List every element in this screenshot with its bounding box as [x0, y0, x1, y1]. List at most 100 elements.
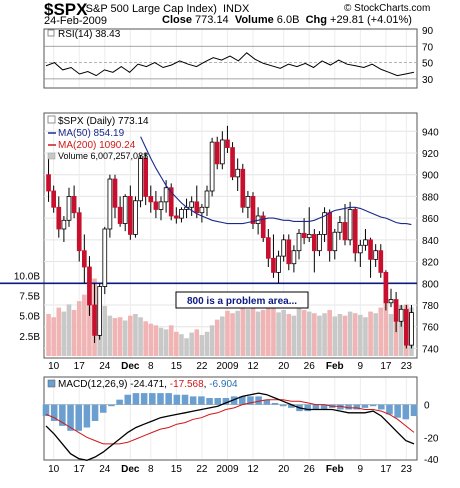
- volume-bar: [250, 305, 256, 356]
- candle-up: [398, 308, 404, 322]
- rsi-line: [45, 52, 415, 77]
- macd-histogram-bar: [206, 398, 213, 405]
- candle-up: [189, 201, 195, 208]
- macd-signal-line: [45, 399, 415, 445]
- candle-down: [240, 168, 246, 208]
- macd-tick-label: 0: [424, 401, 430, 412]
- volume-bar: [352, 313, 358, 356]
- volume-legend-text: Volume 6,007,257,088: [58, 151, 148, 161]
- volume-bar: [138, 317, 143, 356]
- macd-histogram-bar: [271, 402, 279, 405]
- ma200-legend-text: MA(200) 1090.24: [58, 140, 136, 151]
- candle-up: [138, 158, 143, 202]
- candle-up: [409, 312, 414, 346]
- x-tick-label: 17: [74, 361, 86, 372]
- candle-down: [112, 178, 118, 208]
- macd-histogram-bar: [132, 393, 140, 405]
- price-tick-label: 740: [422, 344, 439, 355]
- macd-histogram-bar: [230, 396, 238, 405]
- candle-up: [219, 139, 225, 165]
- volume-bar: [271, 302, 276, 356]
- candle-down: [378, 250, 384, 273]
- price-tick-label: 860: [422, 214, 439, 225]
- volume-bar: [378, 307, 384, 356]
- candle-down: [92, 304, 97, 336]
- volume-bar: [133, 314, 138, 356]
- annotation-box: 800 is a problem area...: [175, 291, 309, 309]
- x-tick-label: 8: [148, 361, 154, 372]
- volume-bar: [46, 314, 51, 356]
- candle-down: [214, 141, 220, 165]
- rsi-tick-label: 90: [422, 26, 434, 37]
- macd-legend: MACD(12,26,9) -24.471, -17.568, -6.904: [47, 379, 238, 390]
- x-tick-label: 26: [304, 361, 316, 372]
- macd-histogram-bar: [255, 396, 262, 405]
- x-tick-label-bottom: 10: [48, 464, 60, 475]
- macd-histogram-bar: [83, 404, 91, 428]
- volume-bar: [230, 313, 235, 356]
- volume-bar: [225, 310, 230, 356]
- volume-tick-label: 5.0B: [19, 312, 40, 323]
- candle-up: [163, 187, 169, 203]
- candle-down: [143, 158, 149, 197]
- candle-up: [107, 178, 113, 230]
- volume-bar: [153, 325, 159, 356]
- candle-down: [250, 196, 256, 224]
- macd-legend-text: MACD(12,26,9) -24.471, -17.568, -6.904: [58, 379, 238, 390]
- candle-down: [393, 299, 399, 322]
- candle-up: [179, 209, 184, 219]
- macd-histogram-bar: [288, 404, 295, 408]
- volume-value: 6.0B: [276, 14, 300, 26]
- candle-down: [173, 215, 179, 219]
- x-tick-label-bottom: 12: [247, 464, 259, 475]
- chart-date: 24-Feb-2009: [44, 15, 107, 27]
- macd-histogram-bar: [263, 399, 271, 405]
- candle-down: [153, 201, 159, 210]
- price-legend: $SPX (Daily) 773.14 MA(50) 854.19 MA(200…: [47, 115, 149, 161]
- volume-bar: [66, 304, 72, 356]
- volume-bar: [76, 301, 82, 356]
- x-tick-label: Feb: [326, 361, 344, 372]
- x-tick-label: 24: [99, 361, 111, 372]
- macd-histogram-bar: [238, 396, 246, 405]
- price-tick-label: 940: [422, 127, 439, 138]
- candle-down: [194, 201, 200, 214]
- candle-up: [97, 286, 103, 336]
- volume-bar: [276, 312, 281, 356]
- volume-bar: [306, 311, 312, 356]
- macd-histogram-bar: [198, 396, 205, 405]
- macd-histogram-bar: [149, 393, 156, 405]
- macd-panel: [43, 376, 418, 461]
- macd-legend-hist: -6.904: [209, 379, 238, 390]
- candle-down: [301, 232, 307, 239]
- annotation-text: 800 is a problem area...: [187, 296, 297, 307]
- volume-bar: [179, 334, 184, 356]
- ma50-legend-text: MA(50) 854.19: [58, 128, 125, 139]
- macd-histogram-bar: [42, 404, 50, 417]
- x-tick-label-bottom: Dec: [121, 464, 140, 475]
- candle-up: [204, 190, 210, 208]
- volume-bar: [286, 314, 292, 356]
- x-tick-label: 22: [196, 361, 208, 372]
- candle-down: [271, 257, 276, 273]
- candle-down: [265, 237, 271, 259]
- price-tick-label: 800: [422, 279, 439, 290]
- candle-up: [133, 200, 138, 235]
- volume-bar: [148, 323, 154, 356]
- candle-down: [148, 196, 154, 203]
- macd-legend-prefix: MACD(12,26,9): [58, 379, 127, 390]
- macd-tick-label: -20: [424, 433, 439, 444]
- macd-histogram-bar: [50, 404, 58, 421]
- candle-up: [291, 250, 297, 265]
- candle-down: [87, 266, 92, 306]
- price-tick-label: 780: [422, 301, 439, 312]
- rsi-tick-label: 50: [422, 59, 434, 70]
- candle-up: [122, 196, 128, 224]
- macd-histogram-bar: [304, 404, 311, 412]
- candle-up: [276, 255, 281, 273]
- volume-tick-label: 10.0B: [14, 271, 40, 282]
- macd-histogram-bar: [140, 393, 148, 405]
- volume-bar: [209, 325, 215, 356]
- candle-up: [322, 212, 327, 235]
- volume-bar: [107, 315, 113, 356]
